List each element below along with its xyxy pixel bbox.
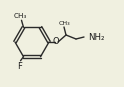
Text: O: O — [53, 37, 59, 46]
Text: CH₃: CH₃ — [58, 21, 70, 26]
Text: CH₃: CH₃ — [14, 13, 27, 19]
Text: F: F — [17, 62, 22, 71]
Text: NH₂: NH₂ — [88, 33, 105, 41]
